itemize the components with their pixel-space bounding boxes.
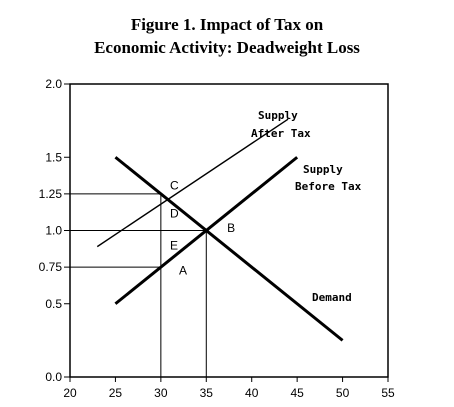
point-label-c: C [170, 178, 179, 192]
series-label-2-1: After Tax [251, 127, 311, 140]
y-tick-label-0: 0.0 [45, 370, 62, 384]
x-tick-label-6: 50 [336, 386, 350, 400]
series-line-0 [114, 156, 344, 342]
series-labels: Demand Supply Before Tax Supply After Tax [251, 109, 362, 304]
point-label-e: E [170, 239, 178, 253]
point-labels: C B D EA [170, 178, 235, 277]
chart-title-line-1: Figure 1. Impact of Tax on [131, 15, 324, 34]
x-tick-label-2: 30 [154, 386, 168, 400]
x-tick-label-1: 25 [109, 386, 123, 400]
x-tick-label-0: 20 [63, 386, 77, 400]
series-label-1-0: Supply [303, 163, 343, 176]
x-tick-label-4: 40 [245, 386, 259, 400]
y-axis-ticks: 0.0 0.5 0.75 1.0 1.25 1.5 2.0 [39, 77, 70, 384]
series-lines [96, 118, 344, 342]
guide-lines [70, 193, 207, 377]
y-tick-label-3: 1.0 [45, 224, 62, 238]
x-tick-label-5: 45 [290, 386, 304, 400]
y-tick-label-6: 2.0 [45, 77, 62, 91]
series-label-2-0: Supply [258, 109, 298, 122]
point-label-a: A [179, 263, 187, 277]
series-label-0-0: Demand [312, 291, 352, 304]
x-tick-label-3: 35 [200, 386, 214, 400]
y-tick-label-5: 1.5 [45, 150, 62, 164]
point-label-d: D [170, 206, 179, 220]
x-tick-label-7: 55 [381, 386, 395, 400]
x-axis-ticks: 20 25 30 35 40 45 50 55 [63, 377, 395, 400]
point-label-b: B [227, 221, 235, 235]
y-tick-label-4: 1.25 [39, 187, 63, 201]
y-tick-label-1: 0.5 [45, 297, 62, 311]
series-line-2 [96, 118, 289, 248]
series-line-1 [114, 156, 299, 305]
y-tick-label-2: 0.75 [39, 260, 63, 274]
chart-title-line-2: Economic Activity: Deadweight Loss [94, 38, 360, 57]
series-label-1-1: Before Tax [295, 180, 362, 193]
